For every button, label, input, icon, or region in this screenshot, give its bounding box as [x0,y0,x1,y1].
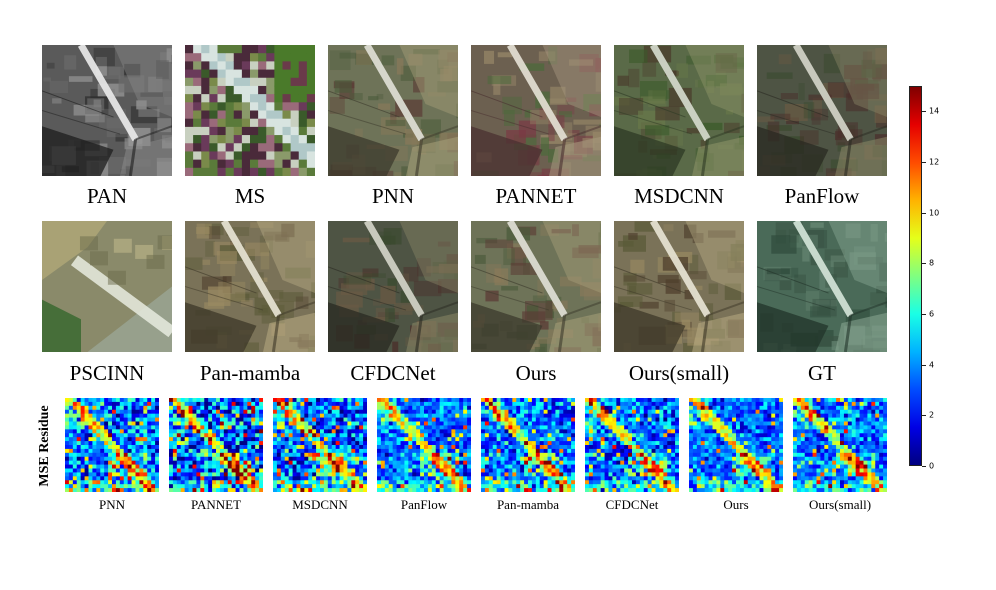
colorbar-tick-mark [922,314,926,315]
residue-caption-cfdcnet: CFDCNet [605,497,659,512]
residue-caption-pannet: PANNET [190,497,242,512]
tile-pan-mamba [185,221,315,352]
caption-pannet: PANNET [495,184,577,208]
residue-ours [689,398,783,492]
residue-pnn [65,398,159,492]
colorbar-tick-mark [922,415,926,417]
caption-pnn: PNN [371,184,414,208]
tile-ours-small [614,221,744,352]
residue-caption-pan-mamba: Pan-mamba [496,497,560,512]
residue-cfdcnet [585,398,679,492]
colorbar-tick-mark [922,162,926,163]
caption-gt: GT [808,361,836,385]
residue-caption-panflow: PanFlow [400,497,448,512]
tile-panflow [757,45,887,176]
residue-caption-ours: Ours [723,497,749,512]
caption-pan: PAN [86,184,128,208]
colorbar-tick-label: 14 [929,106,940,116]
tile-ms [185,45,315,176]
colorbar-tick-label: 4 [929,360,935,370]
tile-pscinn [42,221,172,352]
caption-panflow: PanFlow [784,184,860,208]
colorbar-tick-mark [922,263,926,265]
colorbar-tick-label: 0 [929,461,935,471]
caption-ours-small: Ours(small) [628,361,730,385]
colorbar-tick-label: 2 [929,410,935,420]
tile-pannet [471,45,601,176]
colorbar-tick-label: 6 [929,309,935,319]
caption-cfdcnet: CFDCNet [350,361,436,385]
tile-cfdcnet [328,221,458,352]
residue-pan-mamba [481,398,575,492]
tile-ours [471,221,601,352]
tile-pan [42,45,172,176]
tile-gt [757,221,887,352]
colorbar-tick-mark [922,111,926,113]
caption-pan-mamba: Pan-mamba [199,361,301,385]
tile-pnn [328,45,458,176]
caption-ours: Ours [515,361,557,385]
residue-pannet [169,398,263,492]
residue-caption-msdcnn: MSDCNN [292,497,348,512]
residue-caption-ours-small: Ours(small) [808,497,872,512]
residue-msdcnn [273,398,367,492]
tile-msdcnn [614,45,744,176]
residue-panflow [377,398,471,492]
residue-ours-small [793,398,887,492]
colorbar-tick-label: 12 [929,157,940,167]
caption-msdcnn: MSDCNN [634,184,724,208]
colorbar-tick-label: 10 [929,208,940,218]
colorbar-tick-mark [922,466,926,467]
caption-ms: MS [234,184,266,208]
colorbar-tick-mark [922,212,926,214]
colorbar-tick-label: 8 [929,258,935,268]
colorbar [909,86,922,466]
residue-caption-pnn: PNN [98,497,125,512]
colorbar-tick-mark [922,364,926,366]
caption-pscinn: PSCINN [69,361,145,385]
